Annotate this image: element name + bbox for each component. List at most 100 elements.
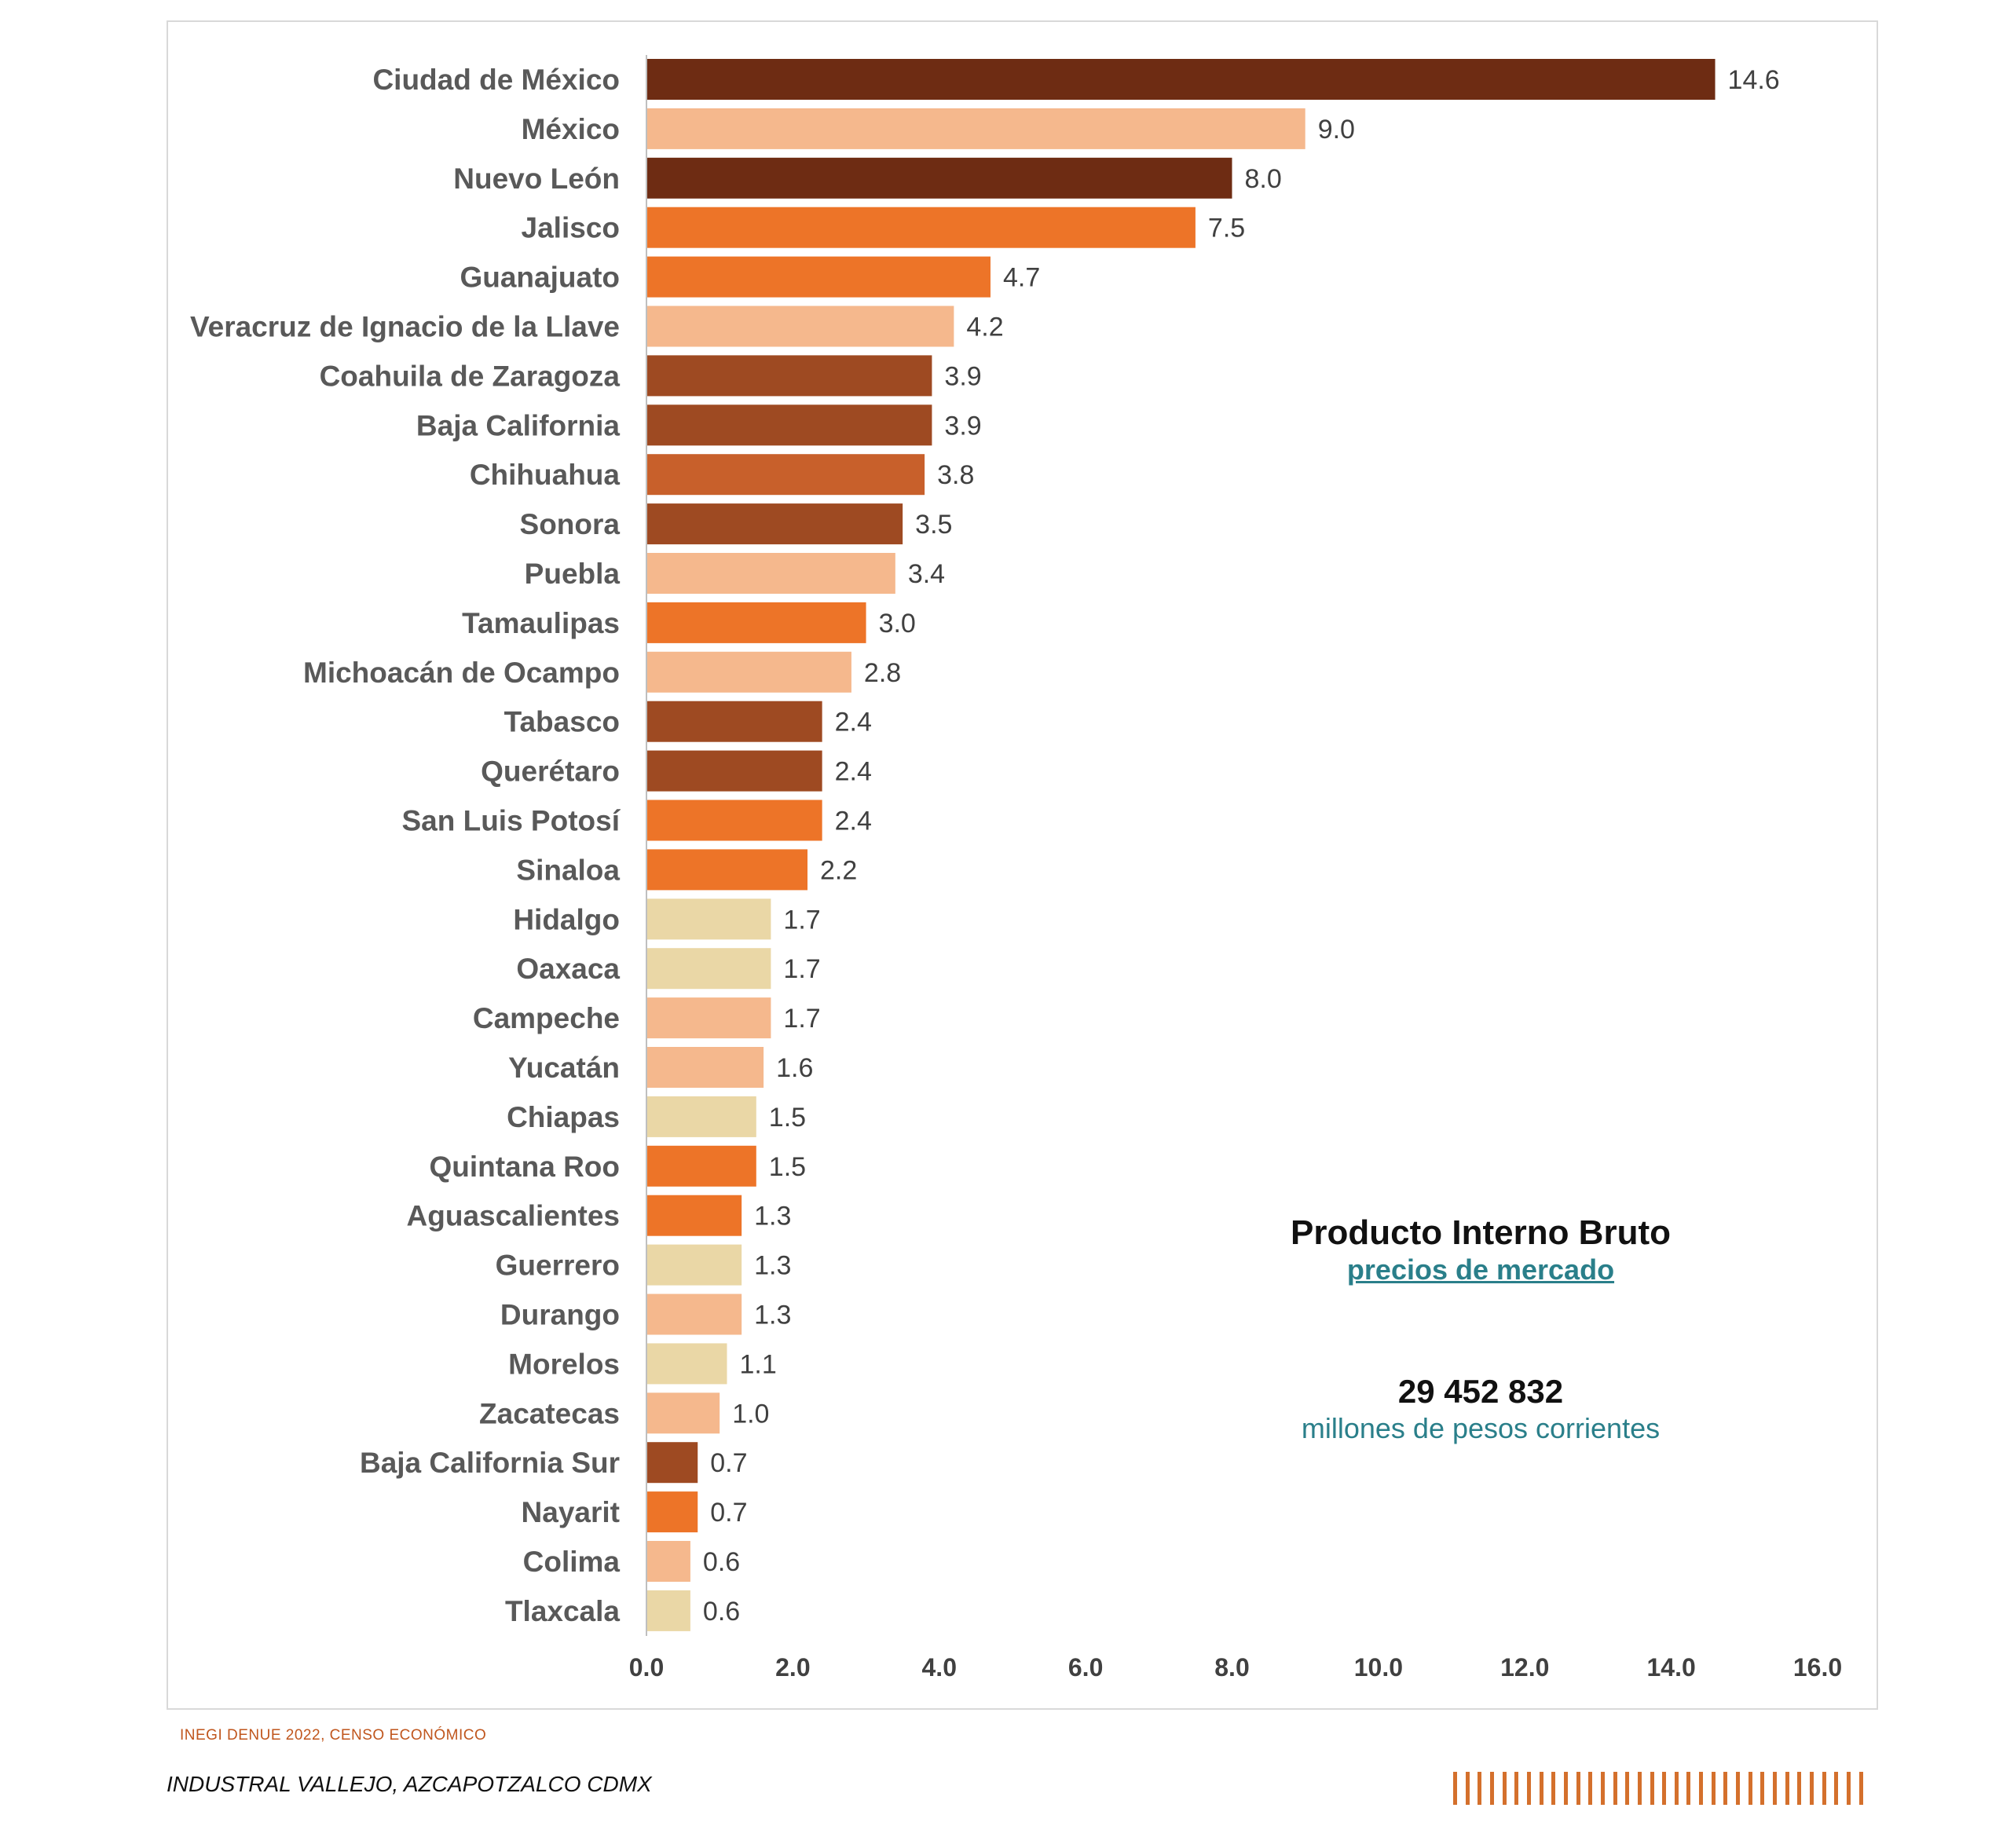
barcode-stripe [1576,1772,1580,1805]
category-label: Ciudad de México [372,64,620,96]
barcode-stripe [1797,1772,1802,1805]
value-label: 4.2 [966,313,1003,342]
value-label: 2.4 [835,757,872,787]
barcode-stripe [1489,1772,1494,1805]
barcode-stripe [1760,1772,1765,1805]
bars-layer: Ciudad de México 14.6 México 9.0 Nuevo León 8… [190,59,1780,1631]
location-label: INDUSTRAL VALLEJO, AZCAPOTZALCO CDMX [167,1772,652,1796]
category-label: Colima [523,1546,621,1578]
category-label: Aguascalientes [407,1200,620,1232]
bar [646,651,851,693]
barcode-stripe [1563,1772,1568,1805]
value-label: 0.6 [703,1597,740,1627]
barcode-stripe [1785,1772,1789,1805]
bar [646,207,1196,248]
barcode-stripe [1748,1772,1752,1805]
value-label: 4.7 [1003,263,1040,293]
category-label: Sinaloa [516,854,620,886]
barcode-stripe [1858,1772,1863,1805]
value-label: 1.3 [754,1301,791,1330]
barcode-stripe [1736,1772,1741,1805]
category-label: Durango [500,1299,620,1331]
bar [646,750,822,792]
category-label: Tamaulipas [462,607,620,639]
value-label: 3.4 [908,559,945,589]
value-label: 3.8 [937,460,974,490]
category-label: Quintana Roo [429,1151,620,1183]
pib-unit: millones de pesos corrientes [1301,1412,1661,1444]
barcode-stripe [1650,1772,1654,1805]
bar [646,602,866,643]
barcode-stripe [1674,1772,1679,1805]
value-label: 3.9 [944,361,981,391]
value-label: 0.7 [710,1498,747,1528]
category-label: Michoacán de Ocampo [303,657,620,689]
bar [646,404,932,446]
bar [646,1244,742,1286]
barcode-stripe [1822,1772,1826,1805]
bar [646,306,954,347]
value-label: 1.5 [769,1152,806,1182]
category-label: Chiapas [507,1101,620,1133]
barcode-stripe [1625,1772,1630,1805]
category-label: Nuevo León [453,163,620,195]
barcode-stripe [1551,1772,1556,1805]
bar [646,1491,698,1533]
category-label: Chihuahua [470,459,621,491]
barcode-stripe [1465,1772,1470,1805]
barcode-stripe [1478,1772,1482,1805]
bar [646,157,1232,199]
value-label: 1.6 [776,1053,813,1083]
value-label: 1.7 [783,1004,820,1034]
decorative-barcode [1453,1772,1863,1805]
barcode-stripe [1526,1772,1531,1805]
barcode-stripe [1453,1772,1457,1805]
source-note: INEGI DENUE 2022, CENSO ECONÓMICO [180,1727,487,1744]
value-label: 1.0 [732,1399,769,1429]
bar [646,800,822,841]
value-label: 0.6 [703,1547,740,1577]
bar-chart: Ciudad de México 14.6 México 9.0 Nuevo León 8… [190,55,1842,1681]
precios-de-mercado-link[interactable]: precios de mercado [1346,1253,1615,1286]
bar [646,1392,720,1434]
bar [646,997,771,1039]
bar [646,1294,742,1335]
bar [646,948,771,990]
pib-title: Producto Interno Bruto [1291,1213,1671,1252]
x-tick-label: 12.0 [1500,1653,1549,1681]
category-label: Guanajuato [460,262,620,294]
value-label: 8.0 [1245,164,1282,194]
category-label: Morelos [508,1348,620,1380]
category-label: Querétaro [481,756,620,788]
value-label: 3.5 [915,510,952,540]
category-label: Baja California [416,409,620,441]
value-label: 1.1 [740,1349,777,1379]
value-label: 2.4 [835,708,872,737]
pib-total: 29 452 832 [1397,1373,1564,1410]
x-tick-label: 2.0 [775,1653,810,1681]
barcode-stripe [1613,1772,1617,1805]
barcode-stripe [1588,1772,1593,1805]
barcode-stripe [1847,1772,1851,1805]
bar [646,898,771,940]
x-tick-label: 8.0 [1214,1653,1249,1681]
barcode-stripe [1834,1772,1839,1805]
category-label: Baja California Sur [360,1447,620,1479]
barcode-stripe [1711,1772,1716,1805]
category-label: Campeche [473,1002,620,1034]
bar [646,503,903,545]
bar [646,553,895,594]
barcode-stripe [1502,1772,1507,1805]
x-tick-label: 10.0 [1354,1653,1403,1681]
x-tick-label: 16.0 [1793,1653,1842,1681]
value-label: 1.3 [754,1251,791,1281]
bar [646,256,991,298]
bar [646,849,808,891]
category-label: Tabasco [504,706,620,738]
category-label: Nayarit [522,1496,620,1528]
pib-annotation: Producto Interno Bruto precios de mercad… [1194,1213,1767,1446]
barcode-stripe [1723,1772,1728,1805]
chart-frame [167,20,1878,1710]
category-label: Puebla [525,558,621,590]
value-label: 0.7 [710,1448,747,1478]
